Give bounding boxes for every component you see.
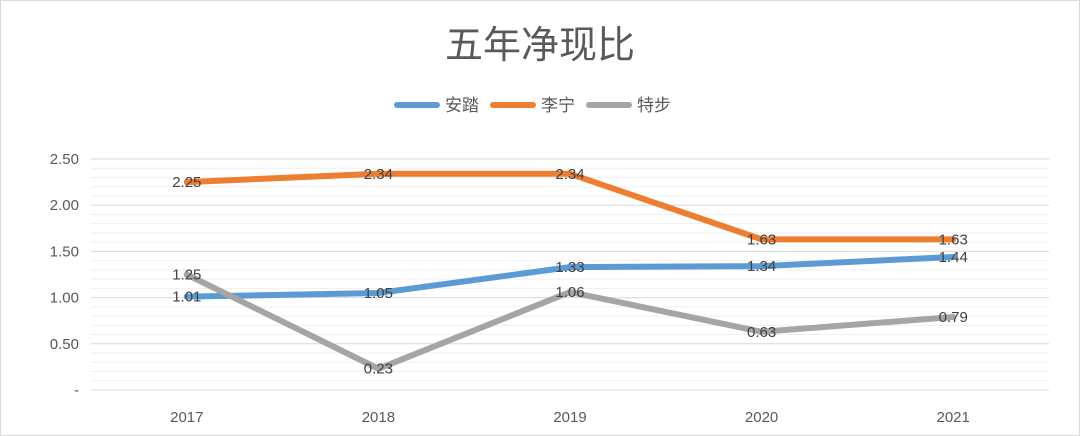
legend-label: 安踏 bbox=[445, 96, 479, 116]
x-tick-label: 2017 bbox=[170, 409, 203, 426]
data-label: 1.63 bbox=[747, 231, 776, 248]
gridlines bbox=[91, 158, 1049, 391]
data-label: 0.23 bbox=[364, 361, 393, 378]
data-label: 1.05 bbox=[364, 285, 393, 302]
legend-label: 特步 bbox=[637, 96, 671, 116]
series-line-李宁 bbox=[183, 170, 957, 243]
y-tick-label: - bbox=[74, 382, 79, 399]
x-tick-label: 2018 bbox=[362, 409, 395, 426]
data-label: 2.34 bbox=[555, 166, 584, 183]
x-tick-label: 2020 bbox=[745, 409, 778, 426]
data-label: 2.34 bbox=[364, 166, 393, 183]
y-tick-label: 1.00 bbox=[50, 290, 79, 307]
y-tick-label: 2.50 bbox=[50, 151, 79, 168]
y-tick-label: 2.00 bbox=[50, 197, 79, 214]
data-label: 1.44 bbox=[939, 249, 968, 266]
series-lines bbox=[183, 170, 957, 372]
data-label: 1.25 bbox=[172, 267, 201, 284]
data-labels: 1.01 1.05 1.33 1.34 1.44 2.25 2.34 2.34 1.63 1.63… bbox=[172, 166, 968, 378]
series-line-安踏 bbox=[183, 253, 957, 300]
data-label: 0.63 bbox=[747, 324, 776, 341]
data-label: 1.34 bbox=[747, 258, 776, 275]
data-label: 1.06 bbox=[555, 284, 584, 301]
y-tick-label: 1.50 bbox=[50, 243, 79, 260]
x-tick-label: 2019 bbox=[553, 409, 586, 426]
series-line-特步 bbox=[183, 271, 957, 372]
y-tick-label: 0.50 bbox=[50, 336, 79, 353]
data-label: 0.79 bbox=[939, 309, 968, 326]
data-label: 1.63 bbox=[939, 231, 968, 248]
x-tick-label: 2021 bbox=[937, 409, 970, 426]
legend-label: 李宁 bbox=[541, 96, 575, 116]
y-axis: - 0.50 1.00 1.50 2.00 2.50 bbox=[50, 151, 79, 399]
data-label: 1.01 bbox=[172, 289, 201, 306]
data-label: 2.25 bbox=[172, 174, 201, 191]
data-label: 1.33 bbox=[555, 259, 584, 276]
legend: 安踏 李宁 特步 bbox=[394, 96, 671, 116]
x-axis: 2017 2018 2019 2020 2021 bbox=[170, 409, 970, 426]
chart-title: 五年净现比 bbox=[445, 23, 635, 67]
